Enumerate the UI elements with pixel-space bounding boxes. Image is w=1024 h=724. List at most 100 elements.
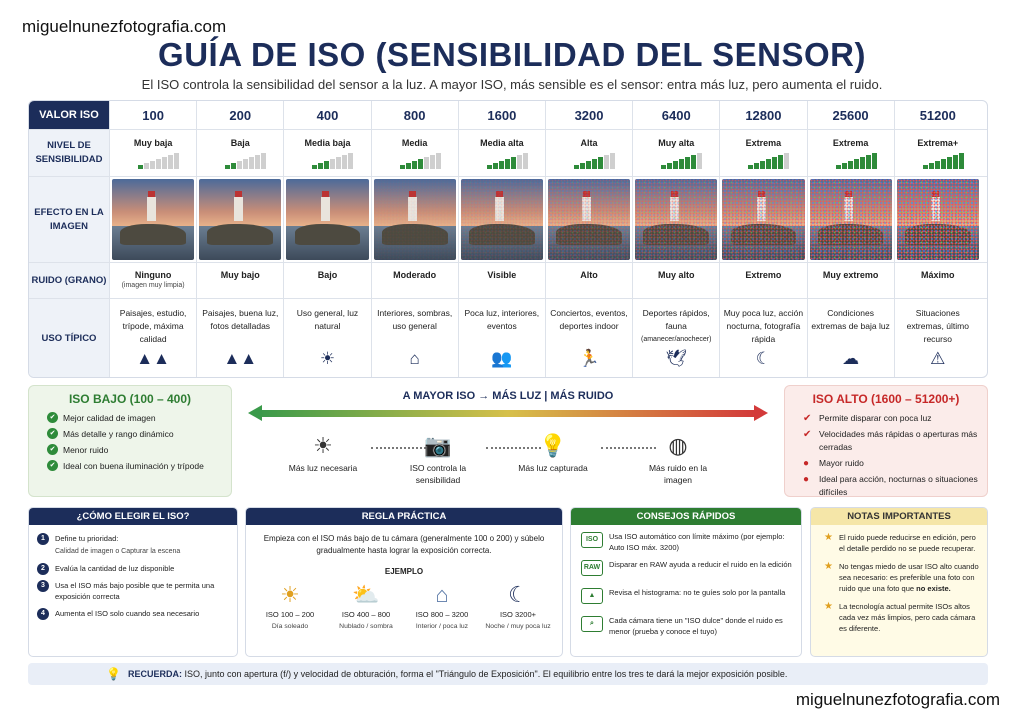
note-item: No tengas miedo de usar ISO alto cuando …	[817, 561, 981, 594]
typical-use: Paisajes, buena luz, fotos detalladas ▲▲	[196, 299, 283, 377]
lighthouse-photo	[635, 179, 718, 260]
sensitivity-bars	[835, 153, 878, 169]
typical-use: Paisajes, estudio, trípode, máxima calid…	[109, 299, 196, 377]
step-options: Calidad de imagen o Capturar la escena	[55, 548, 181, 555]
page-subtitle: El ISO controla la sensibilidad del sens…	[141, 77, 883, 92]
site-url-bottom: miguelnunezfotografia.com	[795, 690, 1000, 709]
example-range: ISO 3200+	[499, 610, 537, 619]
step-number: 1	[37, 533, 49, 545]
bird-icon: 🕊	[665, 349, 688, 368]
tip-text: Revisa el histograma: no te guíes solo p…	[609, 588, 786, 597]
runner-icon: 🏃	[578, 349, 600, 368]
step-number: 3	[37, 580, 49, 592]
example-condition: Interior / poca luz	[415, 623, 469, 630]
noise-level: Muy alto	[632, 263, 719, 298]
noise-level: Ninguno (imagen muy limpia)	[109, 263, 196, 298]
image-effect	[283, 177, 370, 262]
step-label: ISO controla la sensibilidad	[409, 463, 467, 485]
header-nivel: NIVEL DE SENSIBILIDAD	[29, 130, 109, 176]
reminder-label: RECUERDA:	[128, 669, 182, 679]
moon-icon: ☾	[755, 349, 772, 368]
high-iso-list: Permite disparar con poca luz Velocidades…	[785, 412, 987, 499]
high-iso-title: ISO ALTO (1600 – 51200+)	[812, 392, 960, 406]
sensitivity-level: Muy baja	[109, 130, 196, 176]
dotted-connector	[486, 447, 541, 449]
header-ruido: RUIDO (GRANO)	[29, 263, 109, 298]
iso-value: 6400	[632, 101, 719, 129]
tip-item: RAW Disparar en RAW ayuda a reducir el ru…	[577, 559, 795, 581]
sensitivity-bars	[573, 153, 616, 169]
sensitivity-label: Muy alta	[658, 138, 695, 148]
high-iso-item: Ideal para acción, nocturnas o situacion…	[803, 473, 987, 499]
noise-label: Alto	[580, 270, 598, 280]
choose-step: 1 Define tu prioridad: Calidad de imagen o…	[37, 533, 229, 557]
noise-label: Muy extremo	[822, 270, 879, 280]
typical-use: Deportes rápidos, fauna (amanecer/anochec…	[632, 299, 719, 377]
notes-panel: NOTAS IMPORTANTES El ruido puede reducir…	[810, 507, 988, 657]
tip-text: Cada cámara tiene un "ISO dulce" donde e…	[609, 616, 783, 636]
choose-iso-title: ¿CÓMO ELEGIR EL ISO?	[29, 508, 237, 525]
noise-level: Bajo	[283, 263, 370, 298]
noise-note: (imagen muy limpia)	[121, 282, 185, 289]
use-label: Paisajes, estudio, trípode, máxima calid…	[119, 308, 187, 344]
header-uso: USO TÍPICO	[29, 299, 109, 377]
use-label: Interiores, sombras, uso general	[377, 308, 453, 331]
use-label: Muy poca luz, acción nocturna, fotografí…	[723, 308, 804, 344]
low-iso-box: ISO BAJO (100 – 400) Mejor calidad de im…	[28, 385, 232, 497]
iso-comparison-band: ISO BAJO (100 – 400) Mejor calidad de im…	[28, 385, 988, 497]
noise-level: Alto	[544, 263, 632, 298]
mountain-icon: ▲▲	[136, 349, 170, 368]
image-effect	[806, 177, 894, 262]
rule-intro: Empieza con el ISO más bajo de tu cámara…	[263, 534, 545, 555]
sensitivity-bars	[486, 153, 529, 169]
sensitivity-level: Media	[370, 130, 458, 176]
example-item: ☾ ISO 3200+ Noche / muy poca luz	[482, 581, 554, 632]
sensitivity-bars	[922, 153, 965, 169]
noise-label: Bajo	[317, 270, 338, 280]
tip-item: ⌕ Cada cámara tiene un "ISO dulce" donde …	[577, 615, 795, 637]
sensitivity-level: Alta	[544, 130, 632, 176]
lightbulb-icon: 💡	[106, 667, 121, 681]
iso-value: 12800	[719, 101, 806, 129]
sensitivity-level: Extrema	[806, 130, 894, 176]
low-iso-item: Más detalle y rango dinámico	[47, 428, 231, 441]
sensitivity-bars	[312, 153, 354, 169]
note-text: El ruido puede reducirse en edición, per…	[839, 533, 976, 553]
typical-use: Situaciones extremas, último recurso ⚠	[893, 299, 981, 377]
row-sensitivity: NIVEL DE SENSIBILIDAD Muy baja Baja Media …	[29, 130, 987, 177]
step-text: Evalúa la cantidad de luz disponible	[55, 564, 175, 573]
sensitivity-label: Media	[401, 138, 428, 148]
example-item: ⌂ ISO 800 – 3200 Interior / poca luz	[406, 581, 478, 632]
page-title: GUÍA DE ISO (SENSIBILIDAD DEL SENSOR)	[158, 36, 866, 73]
low-iso-item: Menor ruido	[47, 444, 231, 457]
low-iso-title: ISO BAJO (100 – 400)	[68, 392, 192, 406]
tip-item: ▲ Revisa el histograma: no te guíes solo …	[577, 587, 795, 609]
image-effect	[893, 177, 981, 262]
lighthouse-photo	[286, 179, 369, 260]
notes-title: NOTAS IMPORTANTES	[811, 508, 987, 525]
image-effect	[370, 177, 458, 262]
sun-icon: ☀	[313, 433, 333, 458]
step-text: Usa el ISO más bajo posible que te permi…	[55, 581, 215, 601]
noise-icon: ◍	[668, 433, 688, 458]
image-effect	[196, 177, 283, 262]
storm-cloud-icon: ☁	[842, 349, 860, 368]
noise-level: Máximo	[893, 263, 981, 298]
sensitivity-label: Media baja	[304, 138, 351, 148]
choose-iso-panel: ¿CÓMO ELEGIR EL ISO? 1 Define tu priorida…	[28, 507, 238, 657]
example-title: EJEMPLO	[384, 567, 424, 576]
lighthouse-photo	[460, 179, 543, 260]
low-iso-list: Mejor calidad de imagen Más detalle y ran…	[29, 412, 231, 473]
iso-value: 1600	[457, 101, 545, 129]
sensitivity-label: Extrema	[832, 138, 869, 148]
iso-value: 400	[283, 101, 370, 129]
sensitivity-level: Extrema	[719, 130, 806, 176]
example-condition: Noche / muy poca luz	[485, 623, 551, 630]
use-note: (amanecer/anochecer)	[641, 336, 712, 343]
noise-level: Muy extremo	[806, 263, 894, 298]
lighthouse-photo	[896, 179, 979, 260]
note-text: No tengas miedo de usar ISO alto cuando …	[839, 562, 979, 593]
use-label: Poca luz, interiores, eventos	[464, 308, 540, 331]
typical-use: Poca luz, interiores, eventos 👥	[457, 299, 545, 377]
sun-icon: ☀	[280, 582, 300, 607]
